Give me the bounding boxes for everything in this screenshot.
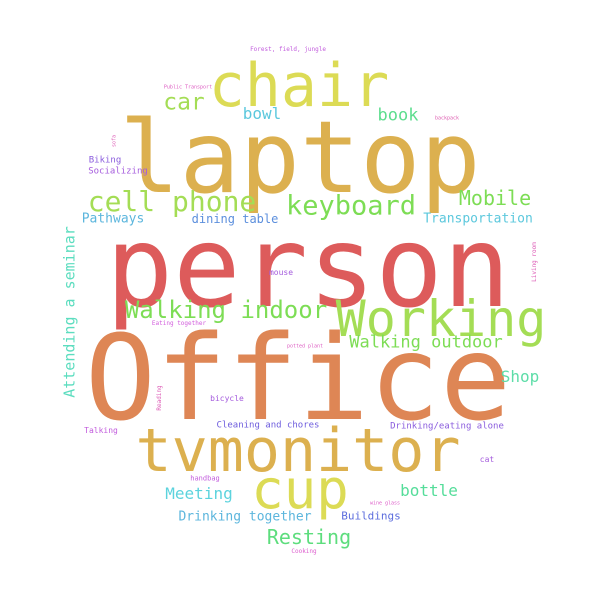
word-office: Office <box>84 309 512 447</box>
word-eating-together: Eating together <box>151 320 207 327</box>
word-socializing: Socializing <box>88 166 148 177</box>
word-mobile: Mobile <box>458 186 532 210</box>
word-talking: Talking <box>84 426 118 435</box>
word-potted-plant: potted plant <box>286 343 324 350</box>
word-living-room: Living room <box>531 242 538 282</box>
word-backpack: backpack <box>434 115 460 122</box>
word-working: Working <box>335 290 547 348</box>
word-laptop: laptop <box>119 99 481 216</box>
word-walking-outdoor: Walking outdoor <box>349 332 503 353</box>
word-pathways: Pathways <box>81 211 145 227</box>
word-person: person <box>105 203 511 333</box>
word-chair: chair <box>208 51 390 121</box>
word-dining-table: dining table <box>191 212 279 226</box>
word-sofa: sofa <box>111 134 118 148</box>
word-tvmonitor: tvmonitor <box>135 416 461 486</box>
word-wine-glass: wine glass <box>369 500 401 507</box>
word-bottle: bottle <box>400 481 458 500</box>
word-keyboard: keyboard <box>285 190 417 222</box>
word-cooking: Cooking <box>291 548 317 555</box>
word-bicycle: bicycle <box>210 394 244 403</box>
word-biking: Biking <box>88 155 122 166</box>
word-walking-indoor: Walking indoor <box>124 296 328 324</box>
word-handbag: handbag <box>190 474 220 483</box>
word-cat: cat <box>479 455 495 464</box>
word-resting: Resting <box>266 525 352 549</box>
word-forest-field-jungle: Forest, field, jungle <box>250 46 326 53</box>
word-cleaning-and-chores: Cleaning and chores <box>216 420 320 431</box>
word-public-transport: Public Transport <box>163 84 213 91</box>
word-mouse: mouse <box>268 268 294 277</box>
word-buildings: Buildings <box>341 509 401 523</box>
word-transportation: Transportation <box>423 211 533 227</box>
word-attending-a-seminar: Attending a seminar <box>60 226 79 398</box>
word-cup: cup <box>251 458 349 521</box>
word-car: car <box>163 89 205 116</box>
word-book: book <box>377 105 419 126</box>
word-meeting: Meeting <box>165 484 233 503</box>
word-drinking-eating-alone: Drinking/eating alone <box>390 421 504 432</box>
word-drinking-together: Drinking together <box>178 509 312 525</box>
word-bowl: bowl <box>242 104 282 123</box>
word-reading: Reading <box>156 385 163 411</box>
word-cell-phone: cell phone <box>87 185 257 218</box>
word-shop: Shop <box>500 367 540 386</box>
